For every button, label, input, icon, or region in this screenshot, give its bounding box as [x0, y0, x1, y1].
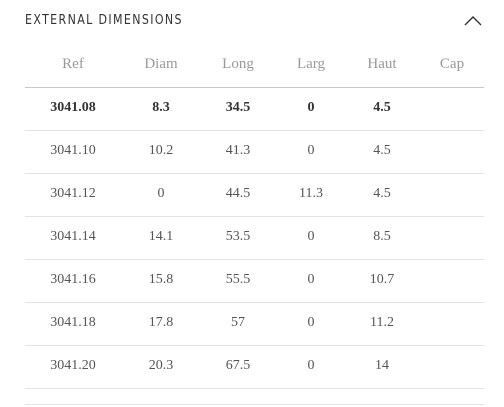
row-divider	[25, 302, 484, 303]
table-cell: 0	[307, 272, 315, 287]
column-header: Larg	[296, 56, 326, 72]
column-header: Diam	[144, 56, 178, 72]
table-cell: 8.3	[152, 100, 170, 115]
chevron-icon	[464, 16, 482, 26]
table-cell: 15.8	[148, 272, 174, 287]
table-cell: 0	[157, 186, 165, 201]
collapse-toggle[interactable]	[463, 14, 483, 28]
table-cell: 34.5	[225, 100, 251, 115]
table-cell: 53.5	[225, 229, 251, 244]
row-divider	[25, 345, 484, 346]
column-header: Haut	[367, 56, 397, 72]
table-cell: 3041.16	[50, 272, 96, 287]
row-divider	[25, 259, 484, 260]
row-divider	[25, 173, 484, 174]
column-header: Ref	[62, 56, 84, 72]
table-cell: 3041.20	[50, 358, 96, 373]
column-header: Cap	[439, 56, 465, 72]
table-cell: 4.5	[373, 143, 391, 158]
table-cell: 44.5	[225, 186, 251, 201]
table-cell: 11.2	[370, 315, 394, 330]
table-cell: 57	[231, 315, 245, 330]
table-cell: 3041.12	[50, 186, 96, 201]
table-cell: 4.5	[373, 100, 391, 115]
header-divider	[25, 87, 484, 88]
table-cell: 55.5	[225, 272, 251, 287]
table-cell: 17.8	[148, 315, 174, 330]
row-divider	[25, 130, 484, 131]
table-cell: 3041.10	[50, 143, 96, 158]
table-cell: 3041.08	[50, 100, 96, 115]
table-cell: 0	[307, 100, 315, 115]
row-divider	[25, 388, 484, 389]
column-header: Long	[222, 56, 254, 72]
table-cell: 0	[307, 315, 315, 330]
table-cell: 3041.18	[50, 315, 96, 330]
table-cell: 4.5	[373, 186, 391, 201]
table-cell: 14.1	[148, 229, 174, 244]
table-bottom	[25, 404, 484, 405]
table-cell: 8.5	[373, 229, 391, 244]
table-cell: 0	[307, 358, 315, 373]
table-cell: 67.5	[225, 358, 251, 373]
section-title: EXTERNAL DIMENSIONS	[25, 13, 183, 28]
table-cell: 11.3	[299, 186, 323, 201]
table-cell: 0	[307, 143, 315, 158]
table-cell: 10.7	[369, 272, 395, 287]
table-cell: 41.3	[225, 143, 251, 158]
table-cell: 0	[307, 229, 315, 244]
table-cell: 20.3	[148, 358, 174, 373]
row-divider	[25, 216, 484, 217]
table-cell: 3041.14	[50, 229, 96, 244]
table-cell: 10.2	[148, 143, 174, 158]
table-cell: 14	[375, 358, 389, 373]
